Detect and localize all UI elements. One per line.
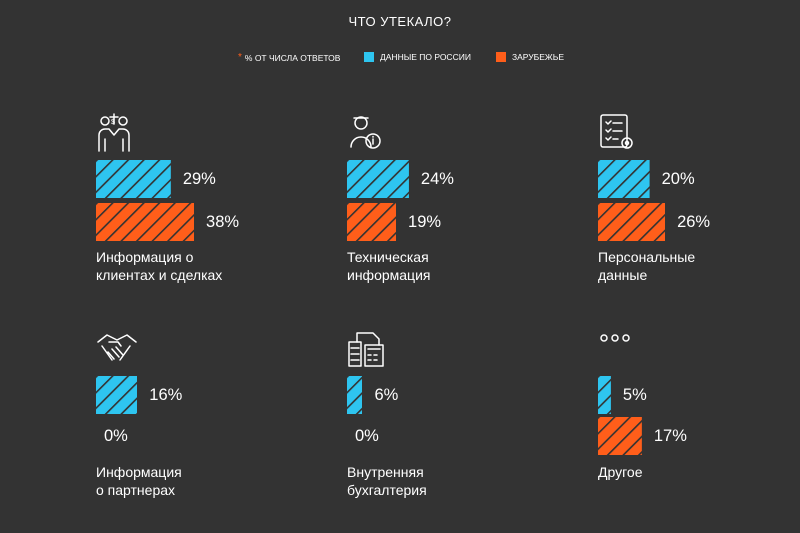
category-label-line: клиентах и сделках xyxy=(96,267,223,283)
category-label-0: Информация о клиентах и сделках xyxy=(96,248,276,284)
legend-note-text: % ОТ ЧИСЛА ОТВЕТОВ xyxy=(244,52,341,63)
value-label-abroad-4: 0% xyxy=(355,427,379,445)
handshake-icon xyxy=(96,330,138,375)
value-label-russia-5: 5% xyxy=(622,386,647,404)
svg-text:$: $ xyxy=(111,119,115,126)
category-label-1: Техническая информация xyxy=(347,248,527,284)
value-label-abroad-0: 38% xyxy=(206,213,240,231)
bar-abroad-2 xyxy=(598,203,666,241)
category-label-line: информация xyxy=(347,267,431,283)
bar-russia-4 xyxy=(347,376,363,414)
category-label-line: Другое xyxy=(598,464,643,480)
value-label-abroad-3: 0% xyxy=(104,427,128,445)
value-label-russia-3: 16% xyxy=(149,386,183,404)
category-label-line: Внутренняя xyxy=(347,464,424,480)
category-label-3: Информация о партнерах xyxy=(96,463,276,499)
bar-russia-5 xyxy=(598,376,611,414)
category-label-line: Персональные xyxy=(598,249,696,265)
legend-note: * % ОТ ЧИСЛА ОТВЕТОВ xyxy=(238,52,340,63)
value-label-russia-2: 20% xyxy=(661,170,695,188)
category-label-2: Персональные данные xyxy=(598,248,778,284)
bar-abroad-1 xyxy=(347,203,397,241)
accounting-calculator-icon xyxy=(347,330,389,375)
category-label-line: Информация о xyxy=(96,249,194,265)
legend-item-russia: ДАННЫЕ ПО РОССИИ xyxy=(364,52,471,62)
value-label-abroad-5: 17% xyxy=(653,427,687,445)
legend: * % ОТ ЧИСЛА ОТВЕТОВ ДАННЫЕ ПО РОССИИ ЗА… xyxy=(0,52,800,66)
legend-swatch-russia xyxy=(364,52,374,62)
value-label-russia-4: 6% xyxy=(374,386,399,404)
category-label-line: бухгалтерия xyxy=(347,482,427,498)
category-label-line: данные xyxy=(598,267,648,283)
category-label-line: о партнерах xyxy=(96,482,176,498)
legend-label-abroad: ЗАРУБЕЖЬЕ xyxy=(512,52,565,62)
chart-title: ЧТО УТЕКАЛО? xyxy=(348,14,452,29)
value-label-abroad-1: 19% xyxy=(408,213,442,231)
bar-russia-1 xyxy=(347,160,409,198)
legend-swatch-abroad xyxy=(496,52,506,62)
value-label-abroad-2: 26% xyxy=(677,213,711,231)
category-label-line: Техническая xyxy=(347,249,429,265)
value-label-russia-1: 24% xyxy=(420,170,454,188)
legend-item-abroad: ЗАРУБЕЖЬЕ xyxy=(496,52,564,62)
bar-abroad-0 xyxy=(96,203,195,241)
category-label-4: Внутренняя бухгалтерия xyxy=(347,463,527,499)
bar-russia-2 xyxy=(598,160,650,198)
user-info-icon xyxy=(347,113,389,158)
value-label-russia-0: 29% xyxy=(182,170,216,188)
ellipsis-icon xyxy=(598,330,640,375)
legend-note-marker: * xyxy=(238,52,242,63)
category-label-5: Другое xyxy=(598,463,778,481)
bar-abroad-5 xyxy=(598,417,642,455)
handshake-deal-people-icon: $ xyxy=(96,113,138,158)
bar-russia-0 xyxy=(96,160,171,198)
bar-russia-3 xyxy=(96,376,138,414)
checklist-gear-icon xyxy=(598,113,640,158)
category-label-line: Информация xyxy=(96,464,182,480)
legend-label-russia: ДАННЫЕ ПО РОССИИ xyxy=(380,52,471,62)
